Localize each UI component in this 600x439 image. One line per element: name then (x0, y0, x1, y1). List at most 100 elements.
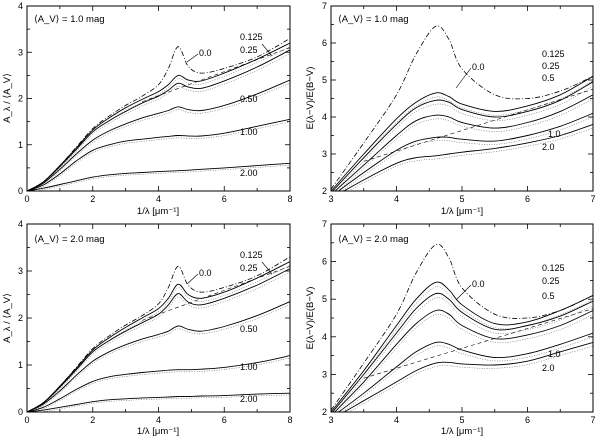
y-axis-label: E(λ−V)/E(B−V) (305, 287, 316, 350)
axis-ticks: 0 2 4 6 8 0 1 2 3 4 (18, 1, 293, 204)
y-axis-label: A_λ / ⟨A_V⟩ (2, 73, 13, 123)
series-curve-0.125 (27, 42, 290, 191)
y-tick-label: 4 (18, 219, 23, 229)
leader-line-0.125 (261, 43, 273, 57)
x-tick-label: 4 (394, 415, 399, 425)
x-axis-label: 1/λ [μm⁻¹] (441, 206, 483, 217)
x-tick-label: 3 (328, 415, 333, 425)
series-companion-0.25 (29, 272, 290, 412)
series-companion-0.25 (334, 85, 593, 191)
y-tick-label: 5 (322, 75, 327, 85)
leader-line-0.0 (455, 67, 472, 89)
series-companion-2.00 (38, 394, 290, 412)
series-curve-0.5 (334, 309, 593, 412)
x-tick-label: 5 (459, 194, 464, 204)
plot-frame (330, 5, 594, 192)
series-curve-0.125 (331, 75, 593, 191)
panel-top-left: 0 2 4 6 8 0 1 2 3 4 ⟨A_V⟩ = 1.0 mag 1/λ [μm⁻¹] A_… (2, 1, 293, 217)
series-curve-0.125 (331, 281, 593, 412)
leader-line-0.0 (455, 284, 472, 301)
curve-label-0.50: 0.50 (240, 94, 258, 104)
dashed-reference-line (141, 266, 290, 321)
series-companion-2.0 (348, 345, 593, 412)
y-tick-label: 2 (18, 313, 23, 323)
x-tick-label: 5 (459, 415, 464, 425)
series-group (331, 25, 593, 191)
y-tick-label: 1 (18, 360, 23, 370)
series-curve-0.25 (332, 81, 593, 191)
curve-label-0.5: 0.5 (542, 73, 555, 83)
series-curve-1.0 (337, 332, 593, 412)
series-companion-0.50 (29, 82, 290, 191)
curve-label-0.50: 0.50 (240, 324, 258, 334)
y-axis-label: E(λ−V)/E(B−V) (305, 67, 316, 130)
y-tick-label: 3 (18, 47, 23, 57)
series-companion-0.125 (29, 265, 290, 412)
curve-label-0.5: 0.5 (542, 291, 555, 301)
series-companion-0.25 (29, 53, 290, 191)
x-tick-label: 8 (287, 415, 292, 425)
panel-bottom-left: 0 2 4 6 8 0 1 2 3 4 ⟨A_V⟩ = 2.0 mag 1/λ [μm⁻¹] A_… (2, 219, 293, 437)
x-tick-label: 2 (90, 194, 95, 204)
curve-label-0.0: 0.0 (472, 62, 485, 72)
x-tick-label: 7 (590, 194, 595, 204)
curve-label-2.00: 2.00 (240, 168, 258, 178)
dashed-reference-line (141, 47, 290, 103)
y-tick-label: 2 (322, 186, 327, 196)
series-group (27, 256, 290, 412)
panel-annotation: ⟨A_V⟩ = 2.0 mag (34, 234, 105, 245)
y-tick-label: 4 (322, 112, 327, 122)
leader-line-0.0 (186, 273, 199, 285)
x-tick-label: 0 (24, 194, 29, 204)
x-axis-label: 1/λ [μm⁻¹] (441, 426, 483, 437)
series-companion-0.125 (332, 80, 593, 191)
y-tick-label: 6 (322, 257, 327, 267)
y-tick-label: 2 (322, 407, 327, 417)
y-tick-label: 2 (18, 94, 23, 104)
series-companion-2.00 (34, 164, 290, 191)
curve-label-1.00: 1.00 (240, 362, 258, 372)
y-tick-label: 0 (18, 186, 23, 196)
x-tick-label: 4 (156, 415, 161, 425)
curve-label-0.25: 0.25 (240, 45, 258, 55)
curve-label-0.125: 0.125 (542, 49, 565, 59)
y-axis-label: A_λ / ⟨A_V⟩ (2, 293, 13, 343)
curve-label-1.0: 1.0 (548, 349, 561, 359)
y-tick-label: 7 (322, 219, 327, 229)
x-axis-label: 1/λ [μm⁻¹] (137, 426, 179, 437)
series-curve-0.0 (331, 243, 593, 411)
curve-label-0.125: 0.125 (542, 263, 565, 273)
leader-line-0.125 (261, 261, 273, 275)
y-tick-label: 3 (322, 149, 327, 159)
panel-annotation: ⟨A_V⟩ = 1.0 mag (34, 14, 105, 25)
dashed-reference-line (363, 88, 593, 162)
curve-label-0.25: 0.25 (542, 276, 560, 286)
series-curve-2.0 (343, 341, 593, 412)
series-curve-2.00 (27, 162, 290, 191)
curve-label-0.25: 0.25 (240, 263, 258, 273)
series-companion-1.0 (341, 336, 593, 412)
y-tick-label: 0 (18, 407, 23, 417)
y-tick-label: 4 (322, 332, 327, 342)
series-curve-1.0 (337, 112, 593, 191)
panel-annotation: ⟨A_V⟩ = 2.0 mag (338, 234, 409, 245)
curve-label-0.0: 0.0 (472, 279, 485, 289)
curve-label-0.125: 0.125 (240, 250, 263, 260)
x-tick-label: 0 (24, 415, 29, 425)
reference-dashed-line (141, 47, 290, 103)
y-tick-label: 1 (18, 140, 23, 150)
x-tick-label: 8 (287, 194, 292, 204)
series-curve-1.00 (27, 355, 290, 412)
series-curve-0.5 (334, 94, 593, 191)
x-tick-label: 3 (328, 194, 333, 204)
series-companion-1.00 (30, 121, 290, 191)
curve-label-0.25: 0.25 (542, 61, 560, 71)
curve-label-0.125: 0.125 (240, 32, 263, 42)
x-tick-label: 7 (590, 415, 595, 425)
dashed-reference-line (363, 308, 593, 379)
x-tick-label: 4 (156, 194, 161, 204)
